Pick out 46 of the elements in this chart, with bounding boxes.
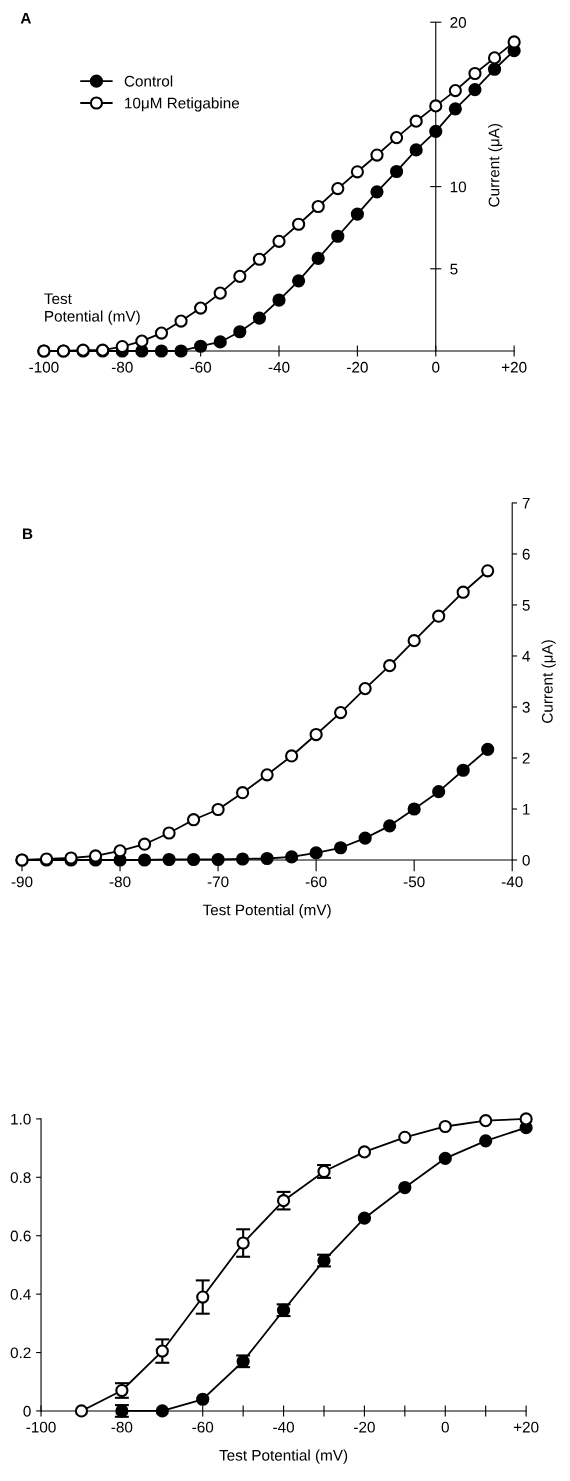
x-tick-label: -60	[192, 1421, 214, 1433]
y-tick-label: 1	[523, 804, 530, 815]
x-tick-label: -40	[273, 1421, 295, 1433]
text: B	[23, 528, 33, 540]
x-tick-label: -60	[190, 361, 212, 373]
y-tick-label: 5	[522, 599, 530, 611]
x-tick-label: -100	[29, 361, 59, 373]
y-tick-label: 3	[522, 701, 530, 713]
x-tick-label: +20	[513, 1421, 539, 1433]
y-tick-label: 1.0	[11, 1113, 31, 1125]
y-axis-title: Current (μA)	[541, 640, 556, 723]
x-tick-label: -20	[354, 1421, 375, 1433]
y-tick-label: 4	[522, 651, 530, 662]
y-tick-label: 0	[522, 854, 530, 866]
x-tick-label: +20	[501, 361, 527, 373]
x-tick-label: -70	[207, 876, 229, 888]
legend-label: 10μM Retigabine	[125, 97, 240, 112]
y-tick-label: 0.6	[10, 1230, 31, 1242]
y-tick-label: 0.8	[10, 1172, 31, 1183]
x-tick-label: -90	[11, 876, 33, 888]
y-tick-label: 20	[450, 17, 467, 28]
x-tick-label: -50	[403, 876, 425, 888]
x-tick-label: -60	[305, 876, 327, 888]
x-tick-label: -80	[111, 1421, 133, 1433]
x-tick-label: -100	[26, 1421, 56, 1433]
x-axis-title: Test Potential (mV)	[44, 293, 140, 325]
y-tick-label: 0	[23, 1405, 31, 1417]
y-tick-label: 5	[450, 263, 458, 275]
x-tick-label: 0	[441, 1421, 449, 1433]
x-tick-label: -80	[109, 876, 131, 888]
y-tick-label: 0.4	[10, 1289, 31, 1300]
x-tick-label: -20	[347, 361, 368, 373]
y-tick-label: 0.2	[10, 1347, 31, 1359]
x-tick-label: 0	[432, 361, 440, 373]
x-axis-title: Test Potential (mV)	[219, 1449, 348, 1464]
y-tick-label: 10	[450, 181, 467, 193]
y-axis-title: Current (μA)	[488, 124, 503, 207]
y-tick-label: 6	[522, 548, 530, 560]
y-tick-label: 2	[522, 752, 530, 764]
x-axis-title: Test Potential (mV)	[202, 904, 331, 919]
y-tick-label: 7	[522, 497, 530, 509]
legend-label: Control	[124, 75, 173, 87]
x-tick-label: -40	[268, 361, 290, 373]
x-tick-label: -40	[501, 876, 523, 888]
x-tick-label: -80	[111, 361, 133, 373]
chart-title: A	[20, 12, 32, 24]
